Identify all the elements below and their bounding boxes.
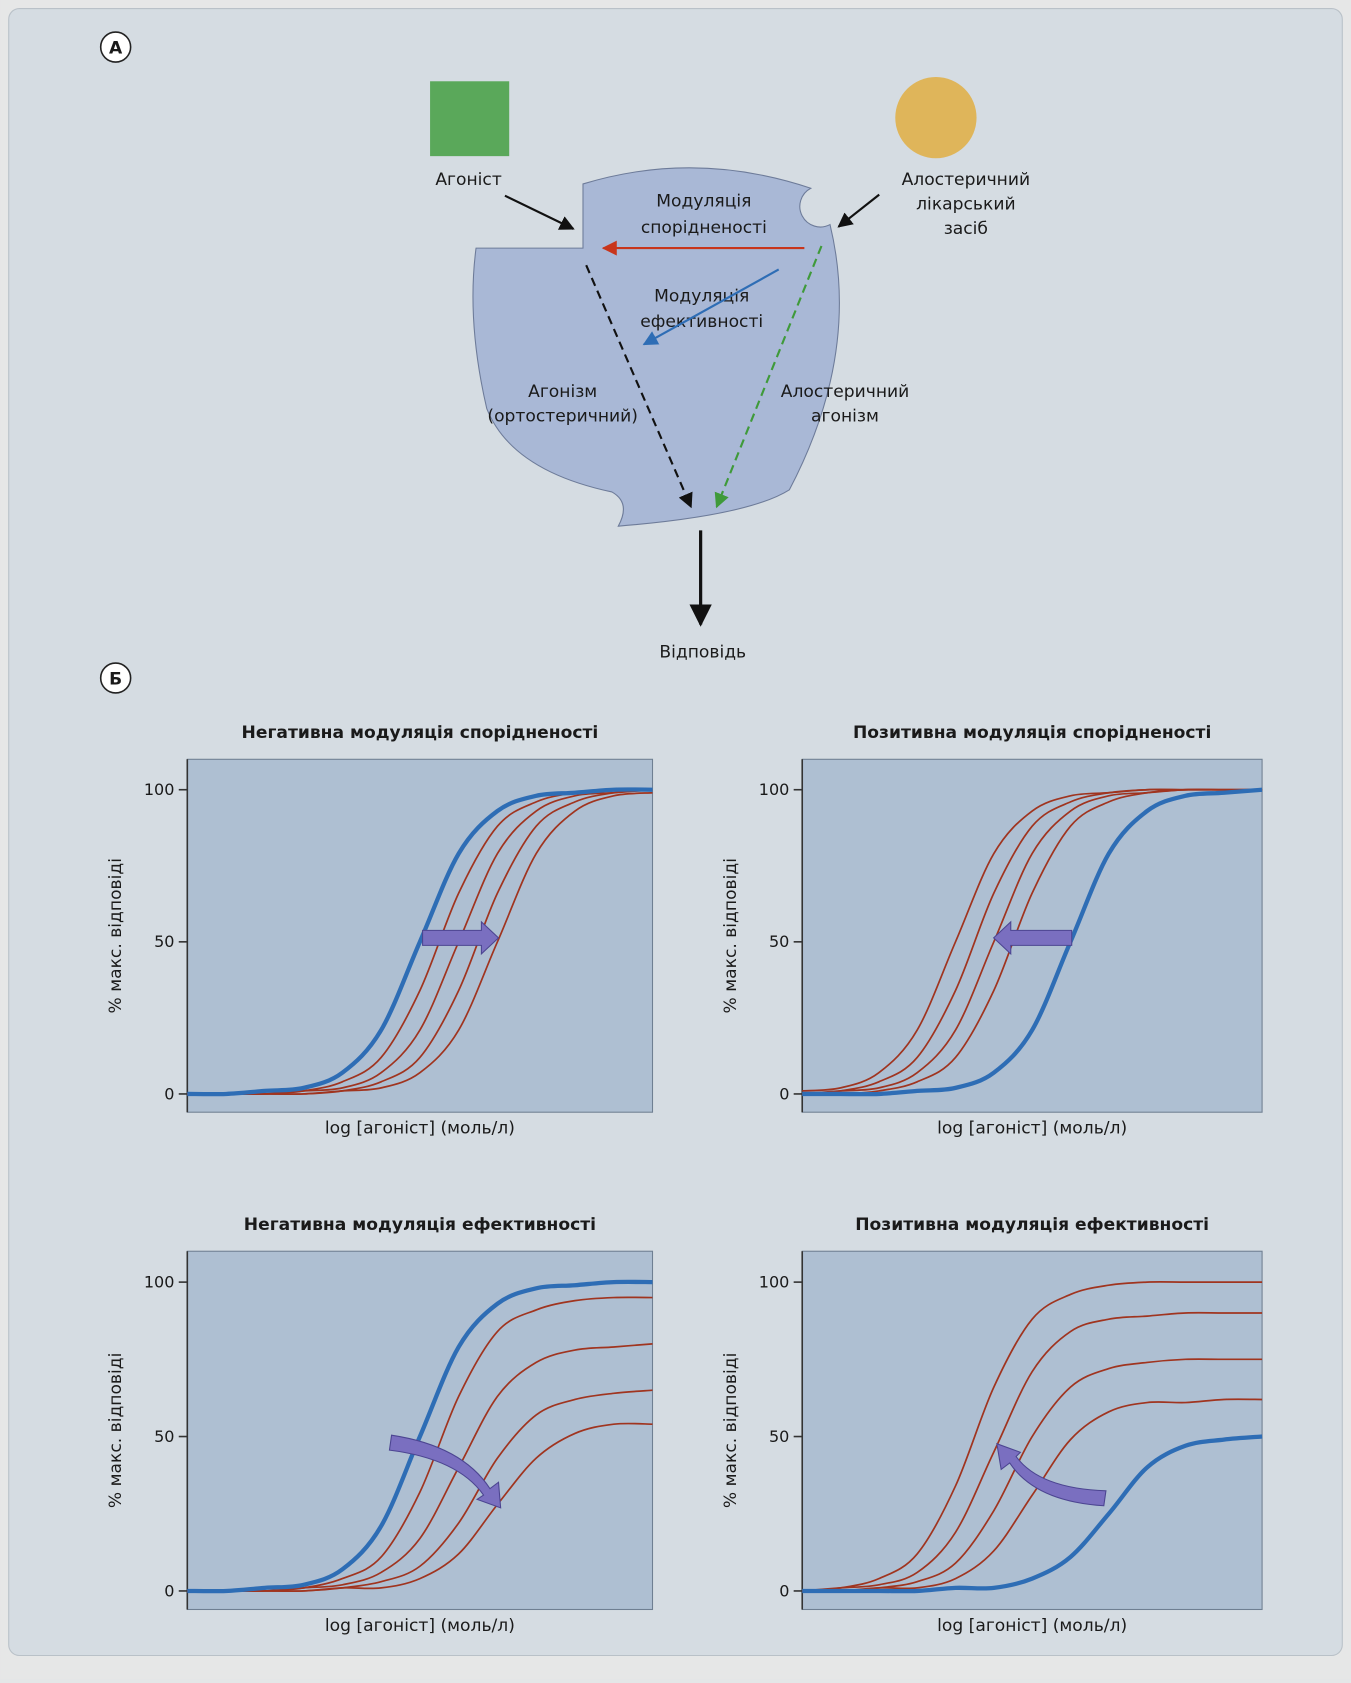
y-axis-label: % макс. відповіді: [721, 1353, 741, 1508]
panel-badge: [99, 662, 132, 694]
x-axis-label: log [агоніст] (моль/л): [937, 1616, 1127, 1636]
arrow: [585, 264, 693, 509]
y-tick-label: 100: [759, 780, 790, 799]
x-axis-label: log [агоніст] (моль/л): [325, 1119, 515, 1139]
shift-arrow: [996, 1442, 1107, 1507]
y-tick-label: 100: [759, 1272, 790, 1291]
y-tick-label: 0: [779, 1581, 789, 1600]
y-axis-label: % макс. відповіді: [721, 858, 741, 1013]
panel-label: А: [109, 38, 123, 58]
arrow: [714, 245, 823, 509]
shift-arrow: [388, 1434, 502, 1509]
arrow: [504, 194, 575, 230]
response-label: Відповідь: [659, 643, 746, 663]
shift-arrows: [388, 920, 1107, 1509]
y-tick-label: 50: [769, 932, 789, 951]
y-tick-label: 0: [164, 1084, 174, 1103]
figure-panel: [8, 8, 1343, 1657]
y-tick-label: 50: [769, 1427, 789, 1446]
panel-badge: [99, 31, 132, 63]
chart-title: Позитивна модуляція ефективності: [855, 1215, 1209, 1235]
shift-arrow: [992, 920, 1073, 956]
curve: [187, 1422, 653, 1593]
agonist-label: Агоніст: [435, 170, 502, 190]
chart-title: Негативна модуляція ефективності: [244, 1215, 596, 1235]
affinity-label: спорідненості: [641, 218, 767, 238]
y-tick-label: 0: [164, 1581, 174, 1600]
allosteric-agonism-label: Алостеричний: [781, 382, 910, 402]
y-tick-label: 50: [154, 1427, 174, 1446]
curve: [802, 787, 1263, 1097]
efficacy-label: Модуляція: [654, 287, 749, 307]
drug-label: лікарський: [916, 195, 1015, 215]
curve: [802, 1311, 1263, 1592]
affinity-label: Модуляція: [656, 191, 751, 211]
drug-label: засіб: [944, 219, 988, 239]
plot-area: [186, 1250, 654, 1611]
agonist-icon: [430, 81, 510, 157]
y-tick-label: 0: [779, 1084, 789, 1103]
y-axis-label: % макс. відповіді: [106, 858, 126, 1013]
plot-area: [801, 1250, 1263, 1611]
x-axis-label: log [агоніст] (моль/л): [937, 1119, 1127, 1139]
curve: [802, 788, 1263, 1096]
curve: [187, 787, 653, 1097]
orthosteric-label: Агонізм: [528, 382, 597, 402]
arrow: [642, 268, 780, 346]
y-axis-label: % макс. відповіді: [106, 1353, 126, 1508]
allosteric-agonism-label: агонізм: [811, 406, 879, 426]
charts: Негативна модуляція спорідненості log [аг…: [106, 723, 1263, 1636]
plot-area: [186, 758, 654, 1113]
x-axis-label: log [агоніст] (моль/л): [325, 1616, 515, 1636]
drug-label: Алостеричний: [902, 170, 1031, 190]
receptor: [472, 167, 840, 527]
shift-arrow: [422, 920, 500, 956]
chart-title: Негативна модуляція спорідненості: [242, 723, 599, 743]
chart-title: Позитивна модуляція спорідненості: [853, 723, 1211, 743]
y-tick-label: 50: [154, 932, 174, 951]
allosteric-drug-icon: [895, 76, 977, 159]
curve: [187, 1279, 653, 1594]
arrow: [837, 193, 880, 228]
y-tick-label: 100: [144, 1272, 175, 1291]
y-tick-label: 100: [144, 780, 175, 799]
efficacy-label: ефективності: [640, 312, 763, 332]
panel-label: Б: [109, 669, 122, 689]
curve: [802, 1434, 1263, 1594]
orthosteric-label: (ортостеричний): [487, 406, 638, 426]
curve: [802, 1281, 1263, 1592]
curve: [802, 1398, 1263, 1593]
